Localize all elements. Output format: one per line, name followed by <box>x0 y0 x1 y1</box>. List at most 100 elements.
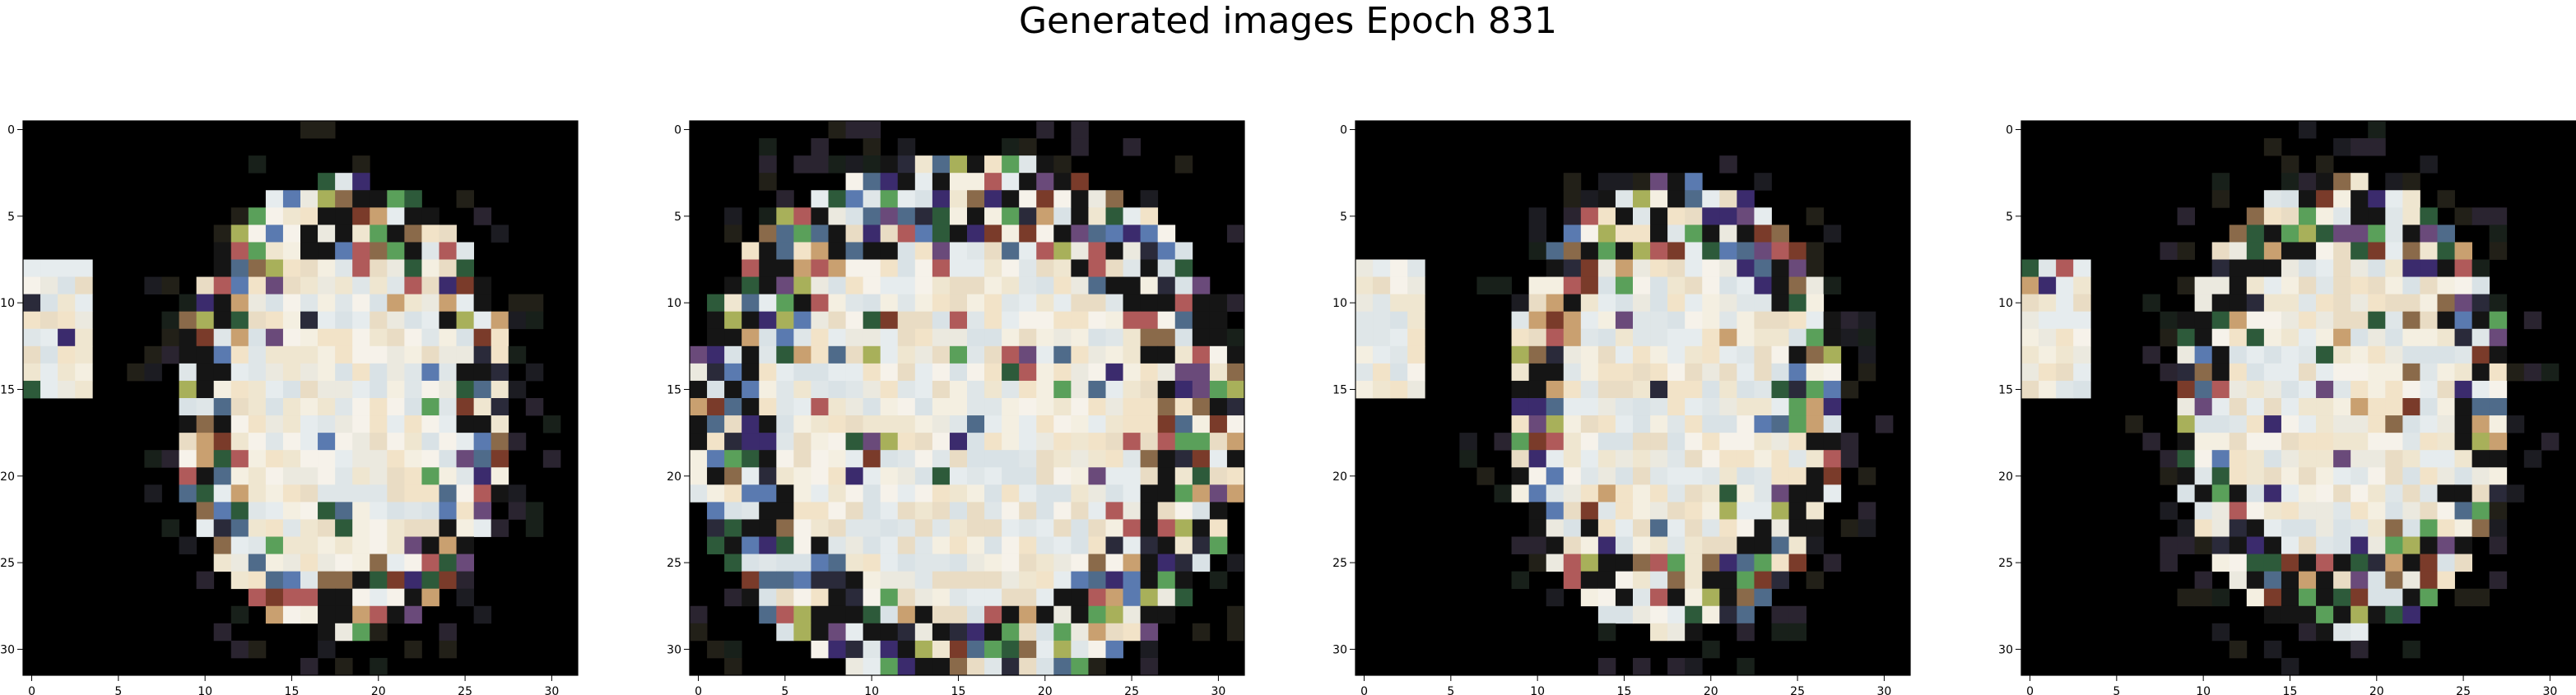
pixel <box>1580 415 1599 433</box>
pixel <box>1685 519 1703 537</box>
pixel <box>1685 536 1703 554</box>
pixel <box>759 588 777 607</box>
pixel <box>1546 328 1565 347</box>
pixel <box>793 242 811 260</box>
x-tick-label: 20 <box>371 685 386 695</box>
pixel <box>2039 363 2057 382</box>
pixel <box>1858 467 1876 485</box>
pixel <box>707 519 725 537</box>
pixel <box>300 536 319 554</box>
pixel <box>1633 328 1651 347</box>
pixel <box>2368 311 2386 330</box>
pixel <box>456 415 475 433</box>
pixel <box>811 207 829 225</box>
pixel <box>1737 225 1755 243</box>
pixel <box>1615 398 1634 416</box>
pixel <box>1019 640 1037 659</box>
pixel <box>2454 398 2473 416</box>
pixel <box>793 328 811 347</box>
pixel <box>179 467 198 485</box>
pixel <box>370 588 388 607</box>
pixel <box>897 380 916 399</box>
pixel <box>967 190 985 208</box>
pixel <box>845 450 864 468</box>
pixel <box>491 450 509 468</box>
pixel <box>2299 519 2317 537</box>
pixel <box>1615 328 1634 347</box>
pixel <box>265 242 284 260</box>
pixel <box>1192 536 1211 554</box>
pixel <box>880 155 899 174</box>
pixel <box>932 536 951 554</box>
pixel <box>1036 294 1054 313</box>
pixel <box>335 467 353 485</box>
pixel <box>1123 138 1142 156</box>
pixel <box>1823 345 1842 364</box>
pixel <box>1546 363 1565 382</box>
pixel <box>2211 173 2230 191</box>
pixel <box>282 571 301 590</box>
pixel <box>932 155 951 174</box>
pixel <box>1633 345 1651 364</box>
pixel <box>1002 519 1020 537</box>
pixel <box>2420 380 2438 399</box>
pixel <box>863 190 881 208</box>
pixel <box>1563 450 1582 468</box>
pixel <box>949 155 968 174</box>
pixel <box>1226 363 1245 382</box>
pixel <box>707 311 725 330</box>
pixel <box>1650 450 1668 468</box>
pixel <box>2316 259 2334 277</box>
pixel <box>776 415 794 433</box>
pixel <box>387 311 405 330</box>
pixel <box>196 398 215 416</box>
pixel <box>75 259 93 277</box>
pixel <box>179 433 198 451</box>
pixel <box>1719 328 1737 347</box>
pixel <box>1719 571 1737 590</box>
pixel <box>2039 276 2057 295</box>
pixel <box>1174 554 1193 572</box>
pixel <box>2333 415 2351 433</box>
pixel <box>335 398 353 416</box>
pixel <box>1088 345 1106 364</box>
y-tick-label: 25 <box>0 557 15 570</box>
pixel <box>724 311 742 330</box>
pixel <box>2333 554 2351 572</box>
pixel <box>828 450 846 468</box>
pixel <box>863 519 881 537</box>
pixel <box>690 450 708 468</box>
pixel <box>1140 571 1159 590</box>
pixel <box>2281 294 2299 313</box>
pixel <box>967 398 985 416</box>
pixel <box>776 207 794 225</box>
pixel <box>1209 536 1228 554</box>
pixel <box>724 415 742 433</box>
pixel <box>2420 502 2438 520</box>
pixel <box>248 536 267 554</box>
pixel <box>2437 433 2455 451</box>
pixel <box>828 415 846 433</box>
pixel <box>1123 311 1142 330</box>
pixel <box>300 259 319 277</box>
pixel <box>1373 345 1391 364</box>
pixel <box>2506 363 2525 382</box>
pixel <box>1140 311 1159 330</box>
pixel <box>1597 207 1616 225</box>
pixel <box>2316 173 2334 191</box>
pixel <box>811 259 829 277</box>
pixel <box>2368 467 2386 485</box>
pixel <box>1806 571 1825 590</box>
pixel <box>776 311 794 330</box>
pixel <box>1019 259 1037 277</box>
pixel <box>845 259 864 277</box>
pixel <box>690 398 708 416</box>
pixel <box>2263 536 2282 554</box>
x-tick-label: 25 <box>2456 685 2471 695</box>
pixel <box>776 588 794 607</box>
pixel <box>370 207 388 225</box>
pixel <box>1002 345 1020 364</box>
pixel <box>179 484 198 503</box>
pixel <box>1192 311 1211 330</box>
pixel <box>1719 450 1737 468</box>
